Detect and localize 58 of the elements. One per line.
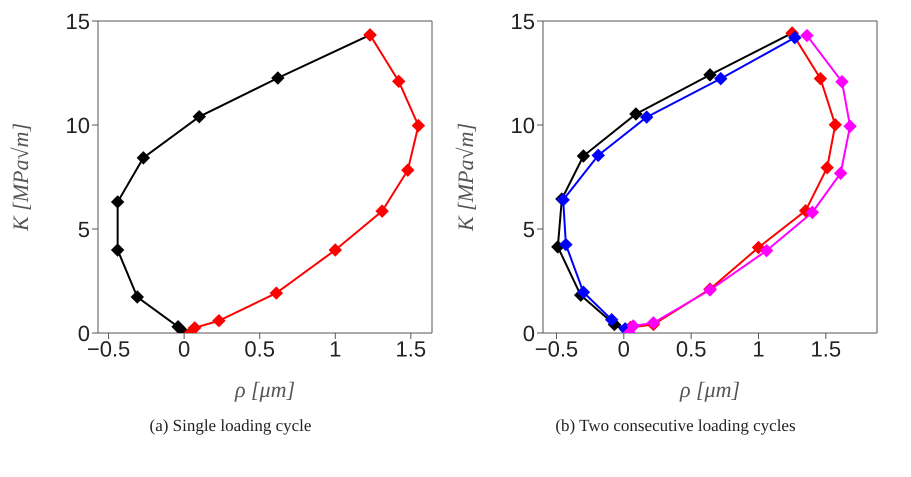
point [828, 118, 842, 132]
y-tick-label: 15 [66, 8, 90, 34]
point [136, 151, 150, 164]
point [401, 164, 414, 177]
point [212, 314, 226, 328]
point [271, 71, 284, 84]
point [592, 148, 605, 162]
point [640, 110, 654, 124]
point [806, 206, 819, 219]
point [752, 241, 765, 254]
point [376, 204, 389, 218]
x-tick-label: −0.5 [534, 336, 578, 362]
y-tick-label: 15 [510, 8, 535, 34]
point [392, 74, 406, 88]
point [629, 107, 642, 120]
y-tick-label: 10 [510, 112, 535, 138]
point [172, 320, 185, 333]
x-tick-label: 0 [618, 336, 630, 362]
point [814, 72, 827, 86]
point [130, 290, 144, 304]
point [800, 29, 814, 42]
x-tick-label: 0.5 [244, 336, 276, 362]
point [412, 119, 425, 132]
point [111, 195, 124, 208]
x-tick-label: 1 [329, 336, 342, 362]
y-axis-title: K [MPa√m] [8, 122, 33, 232]
x-axis-title: ρ [μm] [234, 377, 296, 402]
y-axis-title: K [MPa√m] [452, 122, 478, 232]
point [576, 149, 590, 162]
point [760, 244, 774, 258]
point [111, 244, 124, 257]
point [704, 68, 716, 82]
point [788, 31, 802, 44]
x-tick-label: 0 [178, 336, 190, 362]
x-axis-title: ρ [μm] [678, 377, 740, 402]
point [551, 240, 564, 254]
y-tick-label: 0 [522, 320, 535, 346]
y-tick-label: 0 [78, 320, 90, 346]
text: (b) Two consecutive loading cycles [554, 416, 797, 436]
point [820, 161, 834, 174]
text: (a) Single loading cycle [148, 416, 312, 436]
point [605, 313, 618, 326]
point [834, 166, 848, 180]
point [576, 286, 590, 299]
y-tick-label: 5 [78, 216, 90, 242]
point [270, 286, 283, 300]
x-tick-label: 1.5 [810, 336, 842, 362]
x-tick-label: 0.5 [676, 336, 706, 362]
point [844, 120, 857, 133]
point [714, 72, 728, 86]
point [559, 238, 572, 252]
point [835, 75, 848, 88]
x-tick-label: 1 [752, 336, 765, 362]
y-tick-label: 5 [522, 216, 535, 242]
y-tick-label: 10 [66, 112, 90, 138]
point [328, 244, 342, 257]
x-tick-label: 1.5 [396, 336, 426, 362]
point [192, 110, 206, 124]
